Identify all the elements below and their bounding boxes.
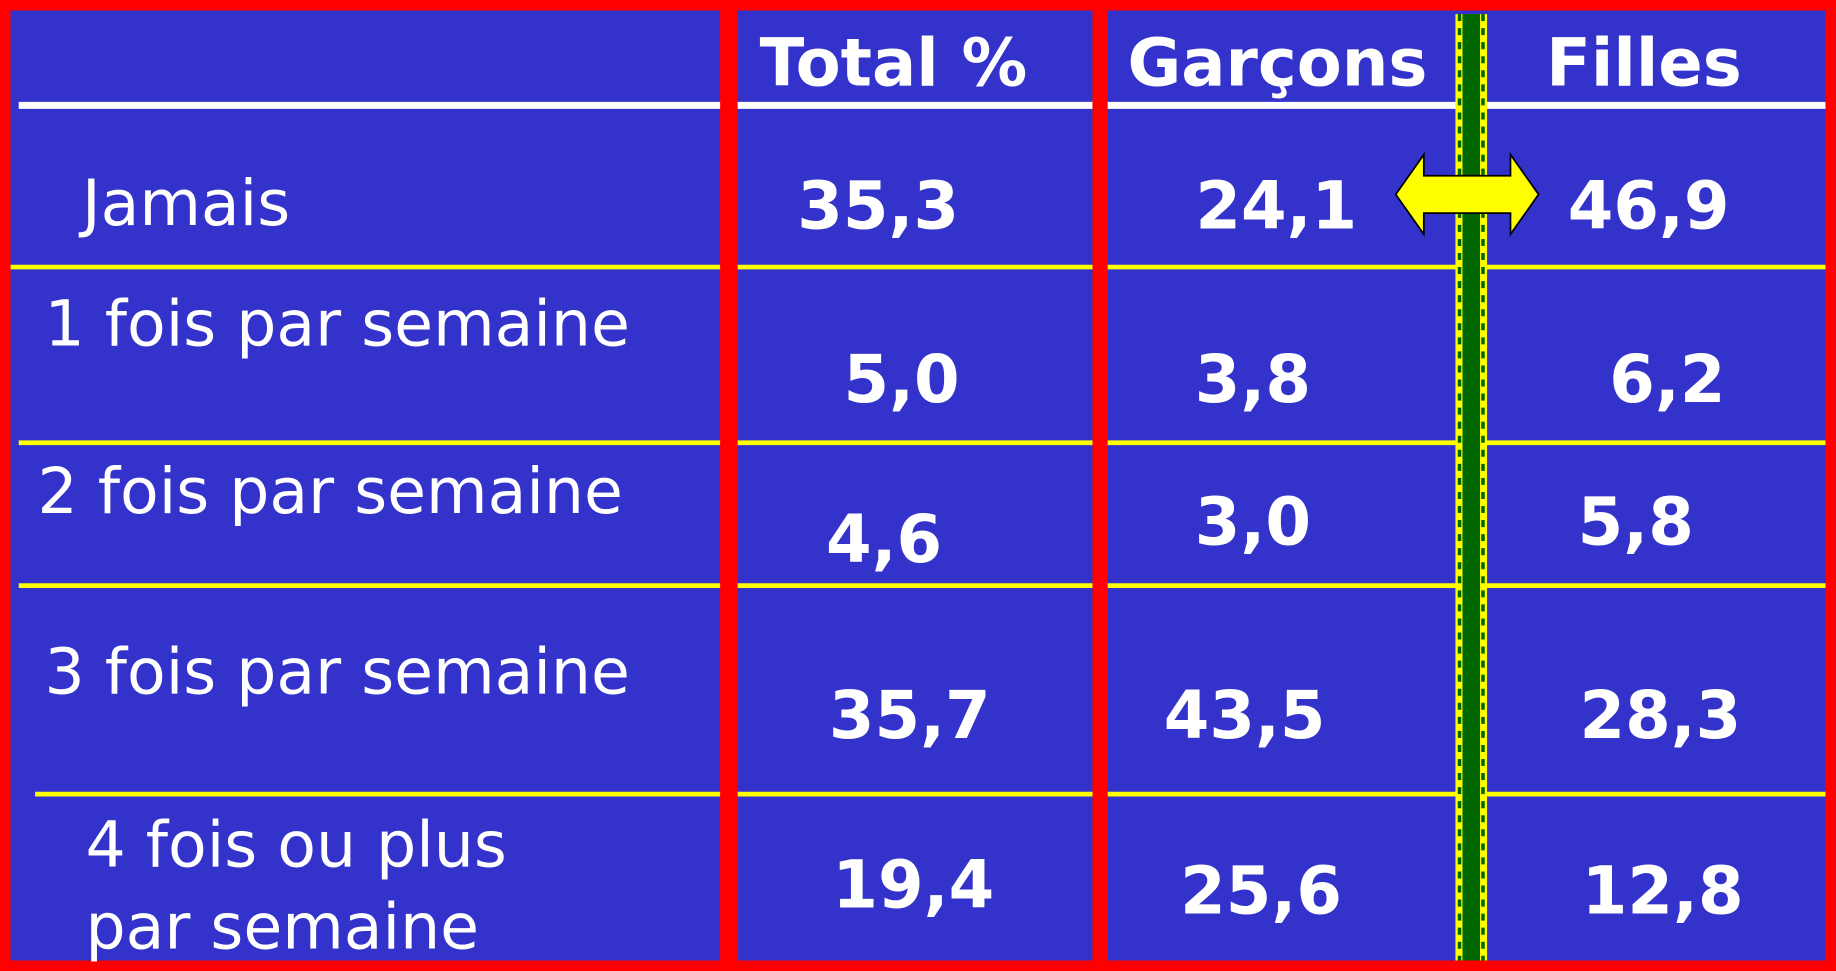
- cell-value: 35,3: [797, 168, 959, 244]
- double-arrow: [1394, 151, 1540, 238]
- divider-stripe: [1462, 14, 1481, 963]
- row-label: 1 fois par semaine: [44, 287, 629, 361]
- cell-value: 3,0: [1195, 485, 1311, 561]
- row-label: 4 fois ou plus: [85, 808, 506, 882]
- cell-value: 35,7: [829, 678, 991, 754]
- column-rule: [720, 9, 738, 964]
- cell-value: 28,3: [1579, 678, 1741, 754]
- row-label: par semaine: [85, 890, 479, 964]
- cell-value: 5,8: [1578, 485, 1694, 561]
- row-label: 3 fois par semaine: [44, 634, 629, 708]
- row-label: Jamais: [78, 166, 290, 240]
- cell-value: 3,8: [1195, 342, 1311, 418]
- cell-value: 43,5: [1164, 678, 1326, 754]
- cell-value: 24,1: [1195, 168, 1357, 244]
- cell-value: 5,0: [844, 342, 960, 418]
- cell-value: 12,8: [1582, 854, 1744, 930]
- column-rule: [1092, 9, 1108, 964]
- header-cell: Filles: [1546, 25, 1742, 101]
- header-cell: Garçons: [1127, 25, 1427, 101]
- cell-value: 25,6: [1180, 854, 1342, 930]
- cell-value: 4,6: [826, 502, 942, 578]
- cell-value: 19,4: [832, 848, 994, 924]
- cell-value: 46,9: [1568, 168, 1730, 244]
- header-cell: Total %: [760, 25, 1028, 101]
- cell-value: 6,2: [1609, 342, 1725, 418]
- row-label: 2 fois par semaine: [37, 454, 622, 528]
